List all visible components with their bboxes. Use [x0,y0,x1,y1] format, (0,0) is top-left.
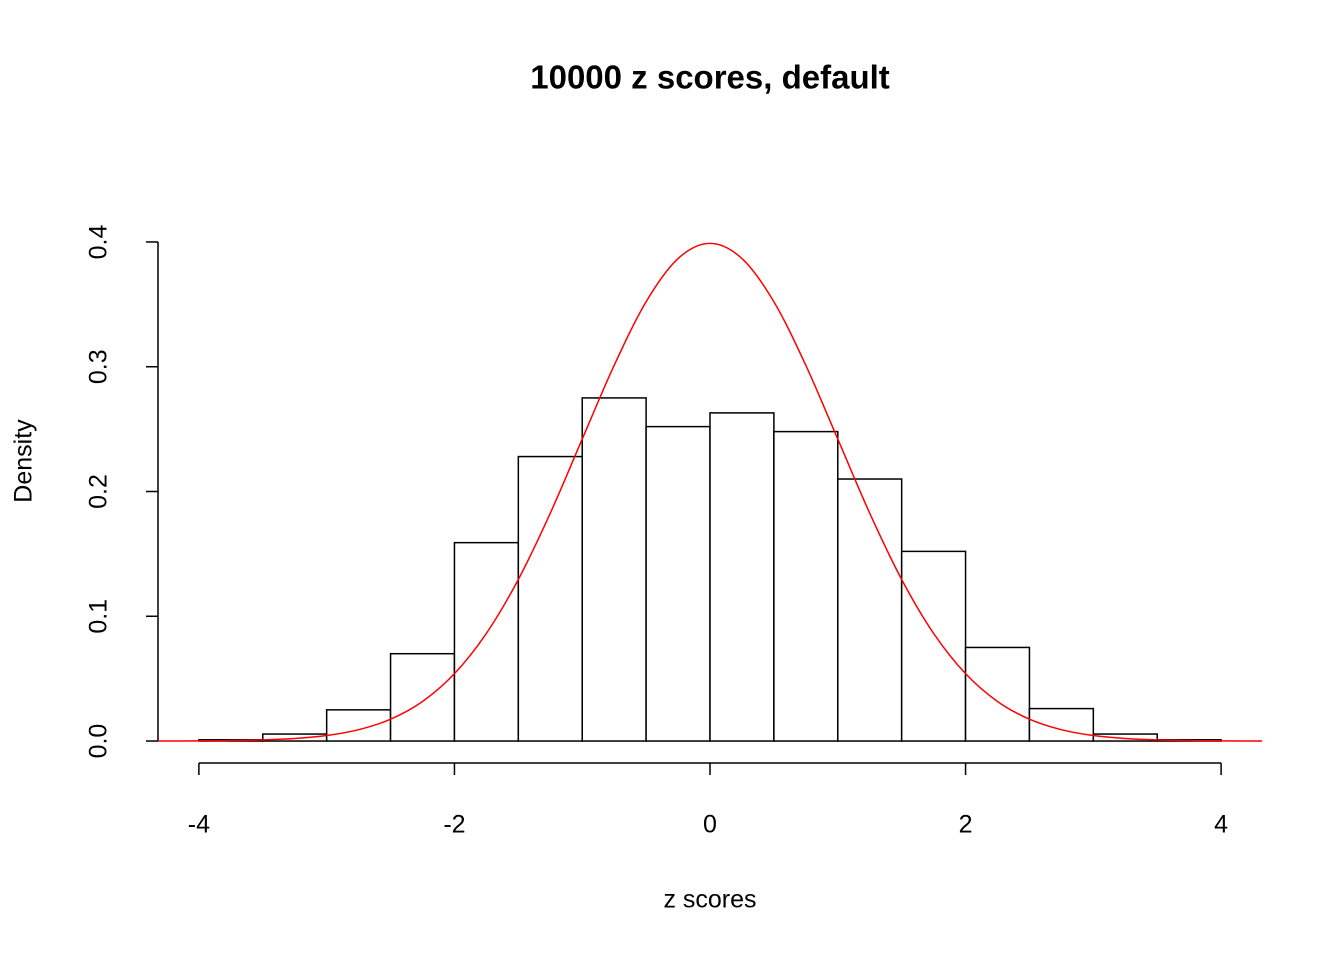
bar [1092,733,1158,742]
y-tick-label: 0.2 [85,474,113,509]
bar [964,646,1031,742]
y-tick-label: 0.3 [85,349,113,384]
bar [773,430,839,742]
x-axis-title: z scores [663,886,756,914]
x-tick-label: 0 [703,811,717,839]
bar [709,412,775,742]
x-tick-label: 4 [1214,811,1228,839]
x-tick-label: 2 [959,811,973,839]
bar [1028,707,1095,742]
bar [325,709,392,742]
bar [837,478,903,742]
density-curve [157,242,1263,742]
bar [517,455,583,742]
bar [900,550,967,742]
y-tick-label: 0.4 [85,224,113,259]
y-axis-title: Density [10,419,38,503]
y-tick-label: 0.1 [85,599,113,634]
x-tick-label: -2 [443,811,465,839]
y-tick-label: 0.0 [85,724,113,759]
chart-title: 10000 z scores, default [530,59,890,96]
bar [389,652,456,742]
bar [645,425,711,742]
bar [581,397,647,742]
x-tick-label: -4 [188,811,210,839]
bar [453,541,520,742]
